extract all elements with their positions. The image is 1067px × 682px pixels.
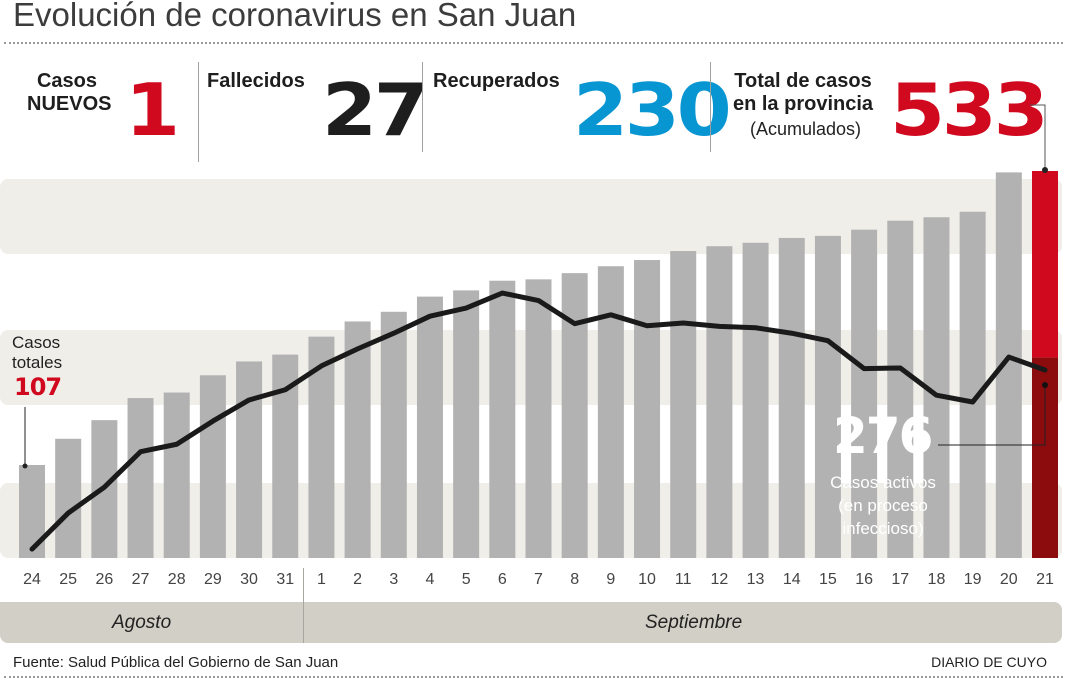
stat-divider: [422, 62, 423, 152]
x-tick-label: 18: [927, 571, 946, 588]
x-tick-label: 16: [855, 571, 873, 588]
x-tick-label: 20: [999, 571, 1018, 588]
active-line1: Casos activos: [830, 473, 936, 492]
x-tick-label: 15: [819, 571, 837, 588]
bar-total-highlight: [1032, 171, 1058, 358]
total-start-annotation: Casos totales: [12, 333, 62, 373]
x-tick-label: 31: [276, 571, 295, 588]
x-tick-label: 11: [674, 571, 692, 588]
background-band: [0, 179, 1062, 254]
bar: [597, 266, 624, 558]
bar: [670, 251, 697, 558]
x-tick-label: 8: [570, 571, 580, 588]
title-divider: [4, 42, 1063, 44]
bar: [55, 438, 82, 558]
x-tick-label: 7: [534, 571, 543, 588]
new-cases-label: Casos NUEVOS: [27, 70, 112, 116]
bar: [163, 392, 190, 558]
x-tick-label: 29: [203, 571, 222, 588]
chart: [0, 104, 1062, 559]
bar: [706, 246, 733, 559]
source-note: Fuente: Salud Pública del Gobierno de Sa…: [13, 654, 339, 671]
stat-divider: [710, 62, 711, 152]
x-tick-label: 19: [963, 571, 982, 588]
bar: [778, 237, 805, 558]
bar: [887, 220, 914, 559]
leader-dot: [1042, 167, 1048, 173]
x-tick-label: 9: [606, 571, 616, 588]
bar: [525, 279, 552, 558]
leader-line-276: [938, 385, 1046, 446]
bar: [344, 321, 371, 558]
bar: [453, 290, 480, 558]
recovered-label: Recuperados: [433, 70, 560, 92]
deaths-label: Fallecidos: [207, 70, 305, 92]
active-line2: (en proceso: [838, 496, 928, 515]
bar: [742, 242, 769, 558]
bar: [236, 361, 263, 558]
x-tick-label: 12: [710, 571, 729, 588]
x-tick-label: 26: [95, 571, 114, 588]
recovered-value: 230: [573, 68, 732, 152]
x-tick-label: 25: [59, 571, 78, 588]
x-tick-label: 6: [497, 571, 507, 588]
footer-divider: [4, 676, 1063, 678]
bar: [199, 375, 226, 558]
new-cases-label-line1: Casos: [36, 70, 98, 92]
x-tick-label: 2: [353, 571, 363, 588]
x-tick-label: 28: [167, 571, 186, 588]
x-tick-label: 30: [240, 571, 258, 588]
x-tick-label: 13: [746, 571, 765, 588]
new-cases-value: 1: [125, 68, 180, 152]
total-label-line1: Total de casos: [734, 70, 872, 92]
page-title: Evolución de coronavirus en San Juan: [13, 0, 577, 33]
total-label: Total de casos en la provincia: [722, 70, 884, 116]
month-label-august: Agosto: [112, 612, 172, 633]
leader-dot: [22, 463, 28, 469]
stat-divider: [198, 62, 199, 162]
active-cases-line: [29, 290, 1048, 552]
x-tick-label: 24: [23, 571, 41, 588]
month-divider: [303, 568, 304, 643]
bar: [19, 465, 45, 558]
active-line3: infeccioso): [842, 519, 924, 538]
x-tick-label: 27: [131, 571, 150, 588]
bar: [959, 211, 986, 558]
total-start-line2: totales: [12, 353, 63, 372]
bar: [851, 229, 878, 558]
active-cases-annotation: Casos activos (en proceso infeccioso): [813, 471, 953, 540]
x-tick-label: 5: [461, 571, 471, 588]
leader-line-533: [1030, 104, 1046, 170]
x-tick-label: 4: [425, 571, 435, 588]
active-cases-value: 276: [833, 407, 933, 465]
bar: [489, 280, 516, 558]
x-tick-label: 21: [1036, 571, 1054, 588]
bar: [416, 296, 443, 558]
bar: [634, 260, 661, 558]
bars: [19, 171, 1058, 559]
bar: [380, 311, 407, 558]
leader-dot: [1042, 382, 1048, 388]
x-tick-label: 14: [782, 571, 801, 588]
leader-lines: [22, 104, 1048, 469]
month-label-september: Septiembre: [645, 612, 743, 633]
total-sublabel: (Acumulados): [750, 119, 862, 139]
x-tick-label: 17: [891, 571, 910, 588]
x-tick-label: 3: [389, 571, 399, 588]
bar: [127, 398, 154, 558]
x-tick-label: 10: [638, 571, 656, 588]
total-value: 533: [890, 68, 1049, 152]
bar: [814, 235, 841, 559]
total-start-line1: Casos: [12, 333, 61, 352]
new-cases-label-line2: NUEVOS: [27, 93, 112, 115]
brand: DIARIO DE CUYO: [931, 654, 1047, 670]
total-label-line2: en la provincia: [732, 93, 874, 115]
total-start-value: 107: [14, 373, 62, 401]
deaths-value: 27: [322, 68, 429, 152]
month-band: [0, 602, 1062, 643]
x-tick-label: 1: [316, 571, 326, 588]
